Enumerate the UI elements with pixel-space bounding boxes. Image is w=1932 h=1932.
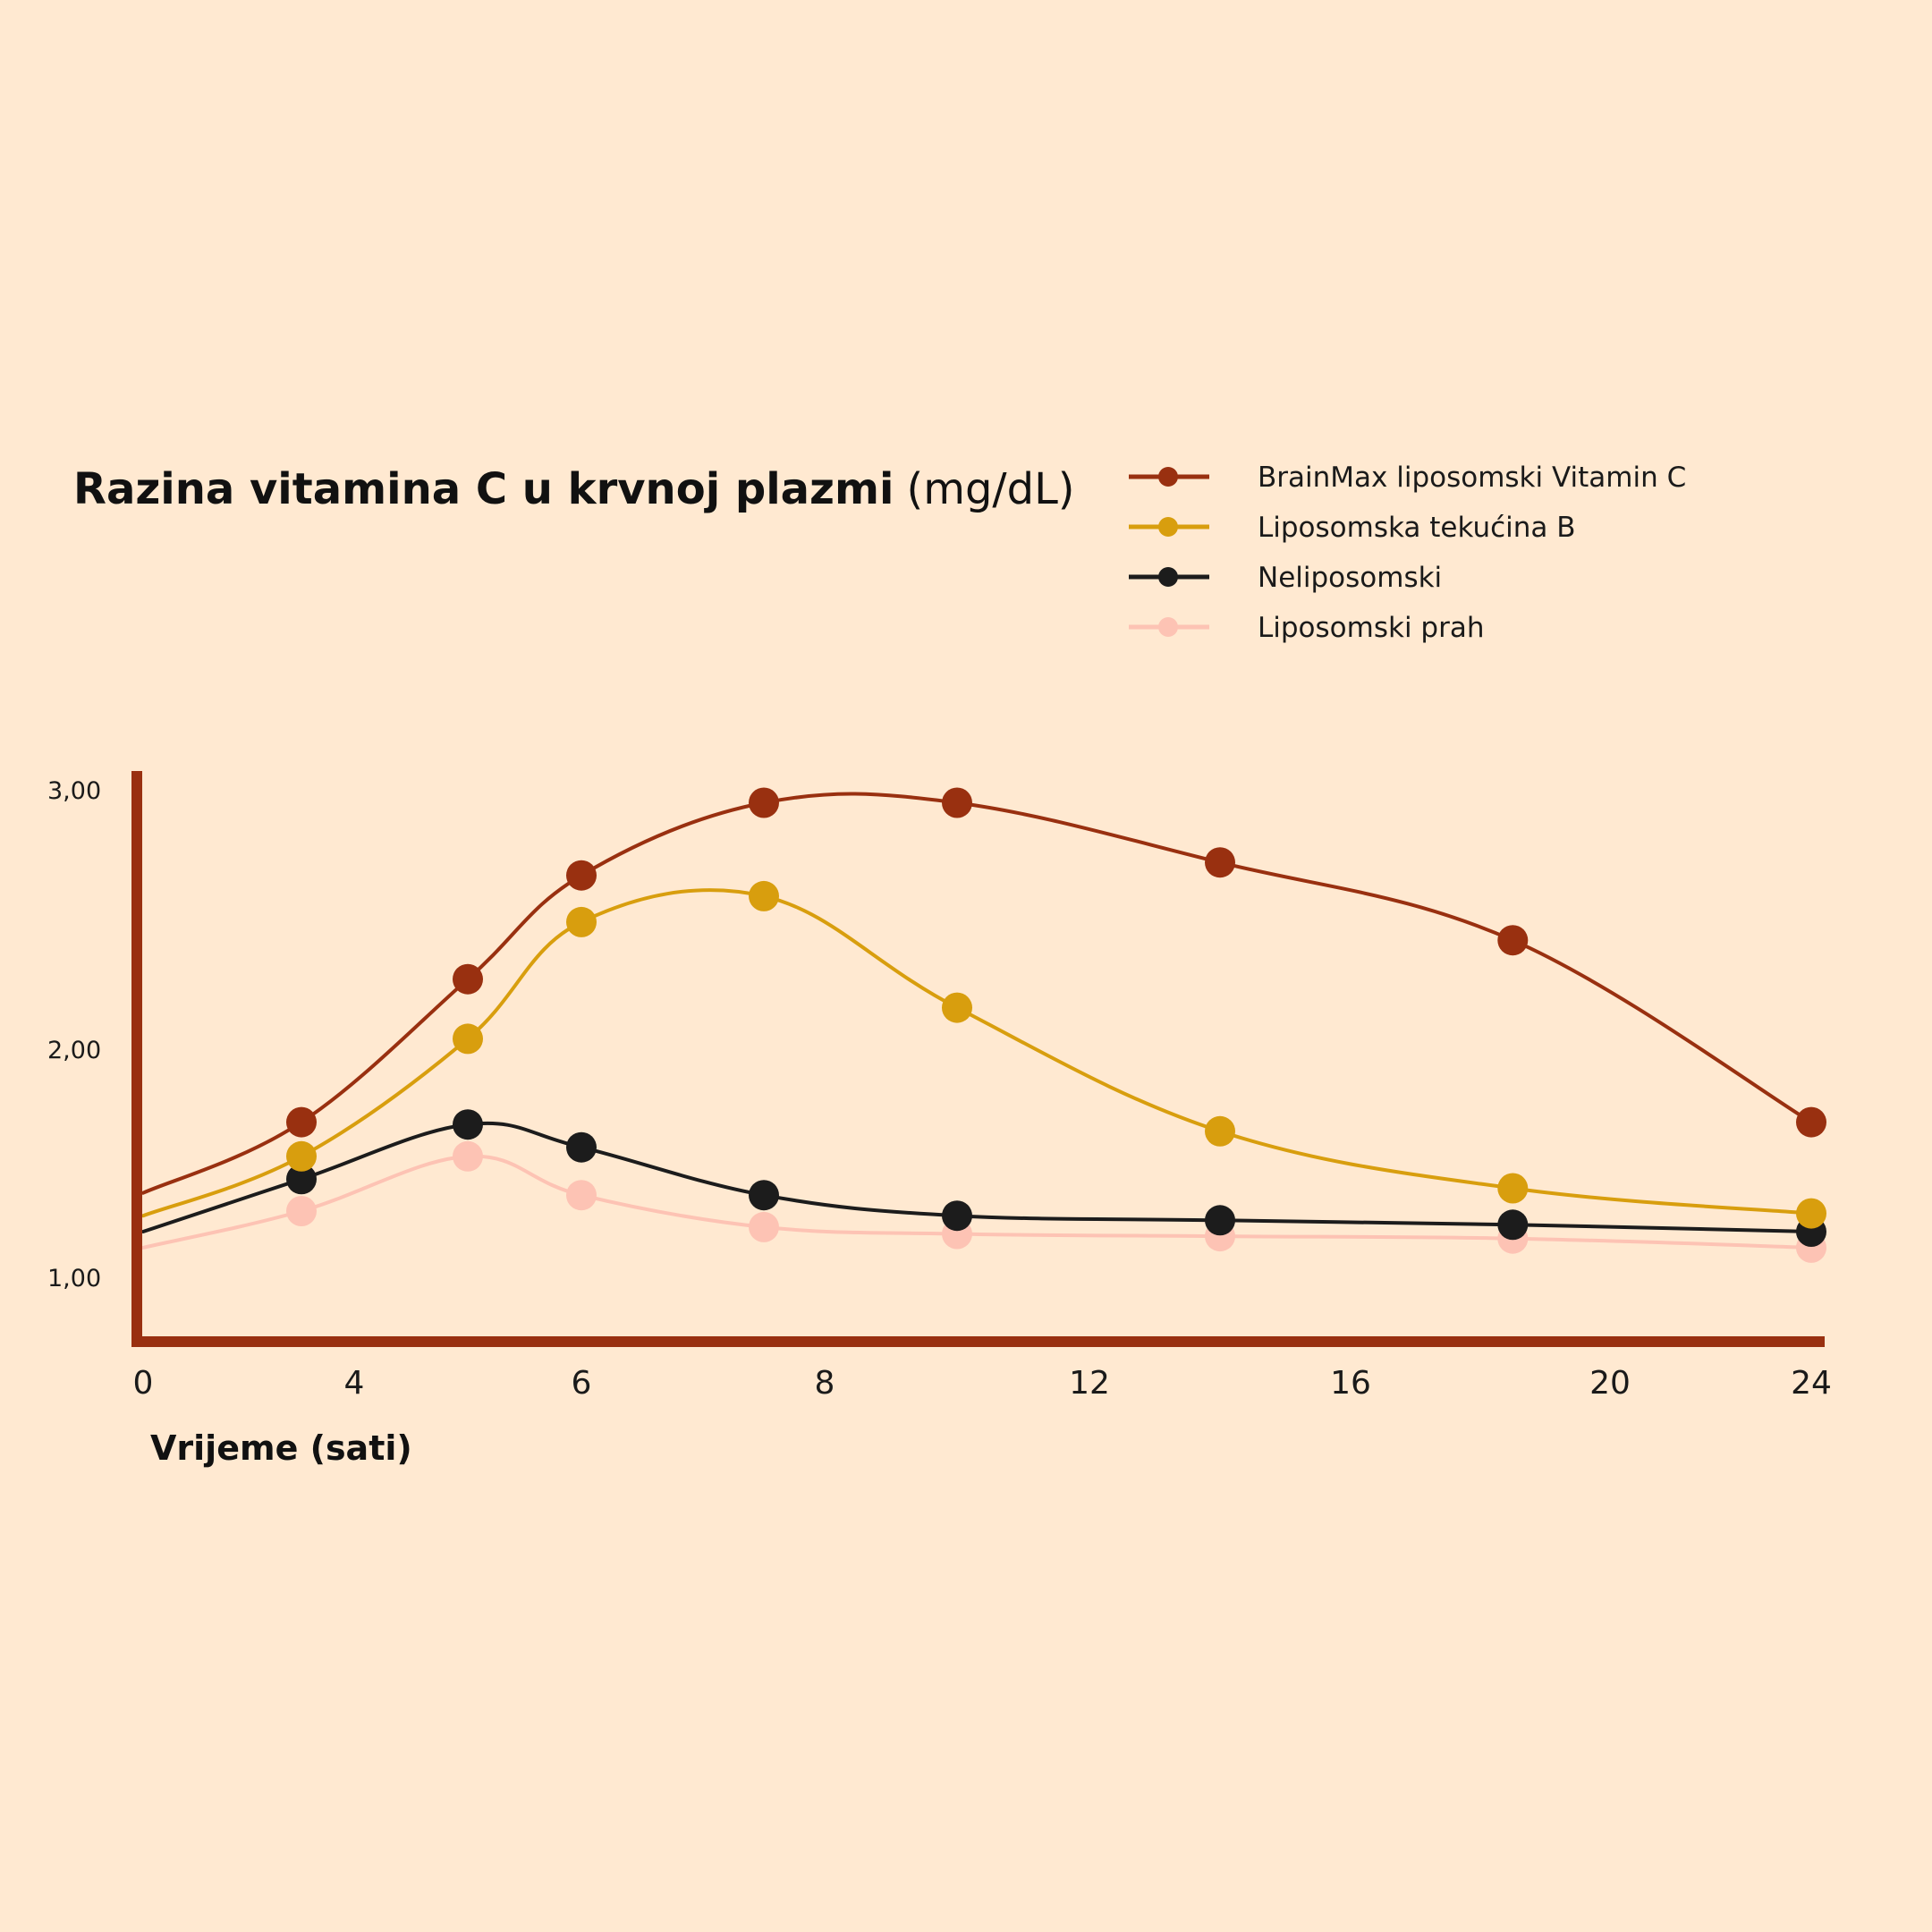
x-tick-label: 16 xyxy=(1330,1365,1371,1402)
legend-item: Liposomska tekućina B xyxy=(1129,512,1576,544)
legend-label: Liposomska tekućina B xyxy=(1258,512,1576,544)
legend-label: BrainMax liposomski Vitamin C xyxy=(1258,462,1686,494)
x-tick-label: 20 xyxy=(1589,1365,1631,1402)
x-tick-labels: 0 4 6 8 12 16 20 24 xyxy=(133,1365,1832,1402)
data-point xyxy=(749,1211,779,1242)
data-point xyxy=(749,880,779,911)
data-point xyxy=(1497,1173,1529,1204)
data-point xyxy=(286,1140,317,1172)
data-point xyxy=(1796,1106,1826,1138)
data-point xyxy=(286,1164,317,1195)
legend-marker xyxy=(1158,517,1178,537)
data-point xyxy=(942,787,972,818)
legend-marker xyxy=(1158,617,1178,637)
legend-item: BrainMax liposomski Vitamin C xyxy=(1129,462,1686,494)
data-point xyxy=(1796,1198,1826,1229)
data-point xyxy=(1205,847,1235,878)
data-point xyxy=(566,860,597,891)
data-point xyxy=(566,906,597,937)
x-tick-label: 8 xyxy=(815,1365,835,1402)
chart-title-main: Razina vitamina C u krvnoj plazmi xyxy=(73,464,894,514)
series-4 xyxy=(141,1140,1826,1263)
data-point xyxy=(566,1180,597,1211)
series-1 xyxy=(141,787,1826,1195)
series-line xyxy=(141,792,1813,1195)
x-tick-label: 6 xyxy=(572,1365,592,1402)
data-point xyxy=(286,1106,317,1138)
y-tick-label: 2,00 xyxy=(47,1037,101,1064)
legend-item: Neliposomski xyxy=(1129,562,1442,594)
data-point xyxy=(453,1023,483,1055)
x-tick-label: 0 xyxy=(133,1365,154,1402)
chart-title: Razina vitamina C u krvnoj plazmi (mg/dL) xyxy=(73,464,1075,514)
legend-marker xyxy=(1158,567,1178,587)
legend: BrainMax liposomski Vitamin C Liposomska … xyxy=(1129,462,1686,644)
y-tick-labels: 3,00 2,00 1,00 xyxy=(47,777,101,1292)
series-line xyxy=(141,1154,1813,1250)
data-point xyxy=(1205,1205,1235,1236)
x-tick-label: 12 xyxy=(1069,1365,1110,1402)
series-layer xyxy=(141,787,1826,1263)
data-point xyxy=(566,1131,597,1163)
x-axis-label: Vrijeme (sati) xyxy=(150,1428,412,1468)
data-point xyxy=(1205,1115,1235,1147)
data-point xyxy=(453,1140,483,1172)
data-point xyxy=(453,963,483,995)
legend-marker xyxy=(1158,467,1178,487)
data-point xyxy=(942,992,972,1023)
data-point xyxy=(286,1196,317,1226)
chart-title-unit: (mg/dL) xyxy=(906,464,1074,514)
x-tick-label: 24 xyxy=(1791,1365,1832,1402)
series-3 xyxy=(141,1109,1826,1247)
data-point xyxy=(1497,1209,1529,1241)
data-point xyxy=(453,1109,483,1140)
legend-label: Neliposomski xyxy=(1258,562,1442,594)
data-point xyxy=(749,787,779,818)
y-tick-label: 1,00 xyxy=(47,1265,101,1292)
x-tick-label: 4 xyxy=(344,1365,365,1402)
legend-item: Liposomski prah xyxy=(1129,612,1484,644)
series-2 xyxy=(141,880,1826,1229)
series-line xyxy=(141,888,1813,1218)
legend-label: Liposomski prah xyxy=(1258,612,1484,644)
data-point xyxy=(1497,925,1529,956)
data-point xyxy=(942,1200,972,1232)
data-point xyxy=(749,1180,779,1211)
y-tick-label: 3,00 xyxy=(47,777,101,805)
series-line xyxy=(141,1121,1813,1233)
